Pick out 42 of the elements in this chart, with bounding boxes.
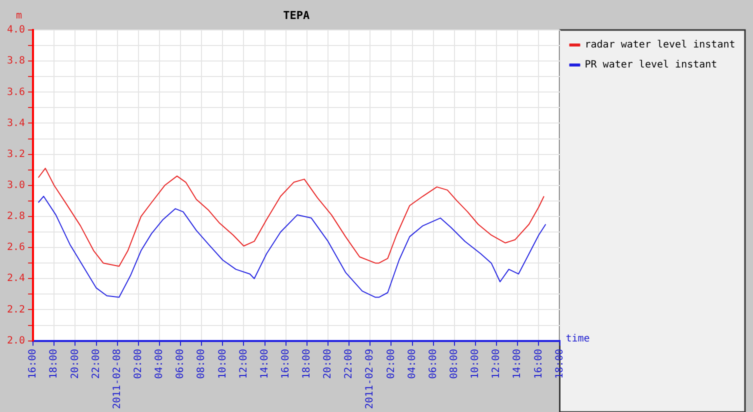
x-axis-title: time: [566, 333, 590, 344]
x-tick-label: 04:00: [154, 348, 166, 379]
y-tick-label: 4.0: [7, 24, 26, 36]
x-tick-label: 04:00: [406, 348, 418, 379]
x-tick-label: 02:00: [132, 348, 144, 379]
x-tick-label: 12:00: [491, 348, 502, 379]
x-tick-label: 18:00: [302, 348, 313, 379]
x-tick-label: 2011-02-08: [112, 348, 123, 410]
y-tick-label: 3.4: [7, 118, 26, 129]
x-tick-label: 10:00: [470, 348, 482, 379]
x-tick-label: 18:00: [554, 348, 566, 379]
y-tick-label: 3.6: [7, 86, 26, 98]
legend-label: PR water level instant: [584, 60, 718, 71]
x-tick-label: 20:00: [70, 348, 81, 379]
y-tick-label: 2.4: [7, 273, 26, 284]
x-tick-label: 06:00: [428, 348, 439, 379]
y-tick-label: 2.0: [7, 335, 26, 346]
y-tick-label: 2.6: [7, 242, 26, 254]
x-tick-label: 22:00: [90, 348, 102, 379]
x-tick-label: 06:00: [175, 348, 186, 379]
y-tick-label: 3.2: [7, 148, 26, 160]
x-tick-label: 22:00: [344, 348, 355, 379]
legend-label: radar water level instant: [584, 40, 736, 51]
x-tick-label: 10:00: [217, 348, 228, 379]
y-tick-label: 2.8: [7, 211, 26, 222]
y-tick-label: 3.0: [7, 180, 26, 191]
x-tick-label: 18:00: [48, 348, 60, 379]
x-tick-label: 12:00: [238, 348, 250, 379]
x-tick-label: 2011-02-09: [364, 348, 376, 410]
y-axis-title: m: [16, 10, 22, 22]
y-tick-label: 3.8: [7, 56, 26, 67]
x-tick-label: 08:00: [196, 348, 208, 379]
x-tick-label: 16:00: [533, 348, 544, 379]
x-tick-label: 16:00: [28, 348, 39, 379]
x-tick-label: 14:00: [512, 348, 524, 379]
x-tick-label: 16:00: [280, 348, 292, 379]
chart-title: TEPA: [283, 8, 310, 22]
x-tick-label: 14:00: [259, 348, 270, 379]
x-tick-label: 08:00: [449, 348, 460, 379]
y-tick-label: 2.2: [7, 304, 26, 316]
x-tick-label: 02:00: [386, 348, 397, 379]
x-tick-label: 20:00: [322, 348, 334, 379]
